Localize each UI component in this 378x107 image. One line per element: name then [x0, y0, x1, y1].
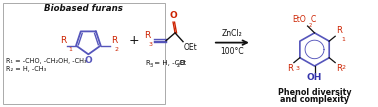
Text: 2: 2	[308, 23, 312, 28]
Text: R: R	[336, 26, 342, 35]
Text: 3: 3	[149, 42, 153, 47]
Text: 3: 3	[296, 65, 300, 71]
Text: 1: 1	[341, 37, 345, 42]
Text: +: +	[129, 34, 139, 47]
Text: R₂ = H, -CH₃: R₂ = H, -CH₃	[6, 66, 46, 72]
Text: R₁ = -CHO, -CH₂OH, -CH₃: R₁ = -CHO, -CH₂OH, -CH₃	[6, 58, 86, 64]
Text: O: O	[170, 11, 177, 20]
Text: O: O	[85, 56, 92, 65]
Text: OEt: OEt	[184, 43, 198, 52]
Text: Et: Et	[179, 60, 186, 66]
Text: EtO: EtO	[292, 15, 305, 24]
Text: 1: 1	[68, 47, 73, 52]
Text: 2: 2	[115, 47, 119, 52]
Text: Phenol diversity: Phenol diversity	[278, 88, 351, 97]
Text: 3: 3	[150, 63, 153, 68]
Text: and complexity: and complexity	[280, 95, 349, 104]
Text: R: R	[336, 64, 342, 73]
Text: 2: 2	[341, 65, 345, 70]
Text: 100°C: 100°C	[220, 47, 244, 56]
Text: R: R	[145, 60, 150, 66]
Text: Biobased furans: Biobased furans	[44, 4, 123, 13]
Text: OH: OH	[307, 73, 322, 82]
Text: R: R	[144, 31, 150, 40]
Text: R: R	[60, 36, 66, 45]
Text: C: C	[311, 15, 316, 24]
Text: ZnCl₂: ZnCl₂	[222, 29, 243, 38]
Text: = H, -CO: = H, -CO	[152, 60, 184, 66]
Text: 2: 2	[177, 63, 180, 68]
Text: R: R	[287, 64, 293, 73]
Text: R: R	[111, 36, 117, 45]
